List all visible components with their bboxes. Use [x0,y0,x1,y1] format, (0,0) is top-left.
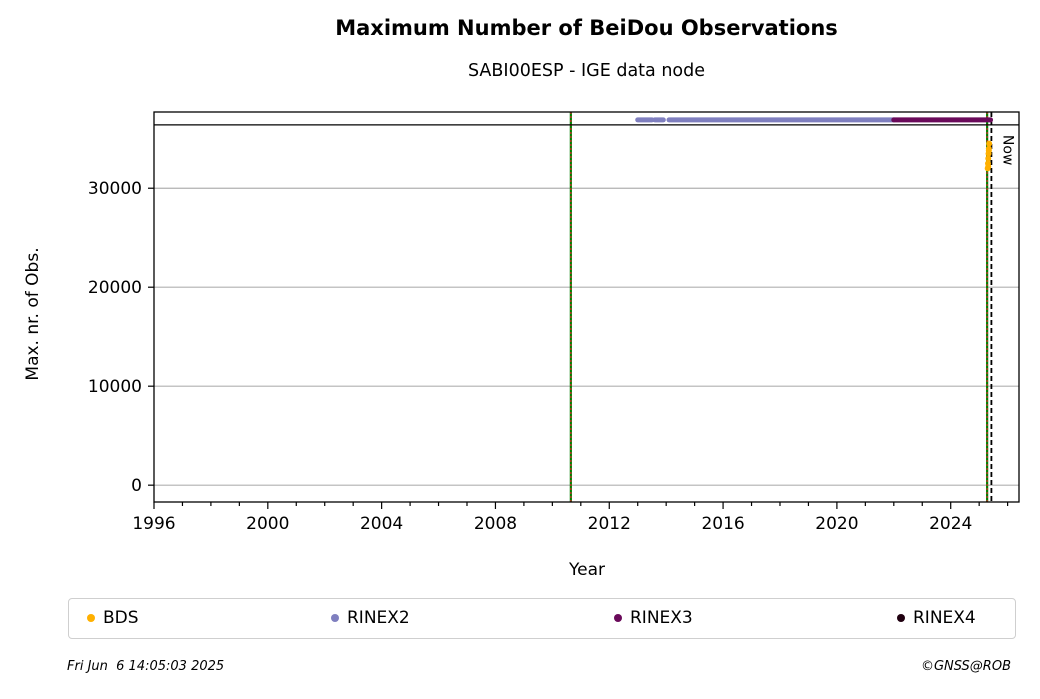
data-point-bds [985,155,992,162]
chart-subtitle: SABI00ESP - IGE data node [468,61,705,81]
x-tick-label: 2000 [246,514,289,534]
data-points [635,117,994,172]
legend-label: RINEX2 [347,608,410,628]
legend-item-bds: BDS [87,608,139,628]
y-axis-label: Max. nr. of Obs. [23,247,43,380]
x-axis-label: Year [568,560,605,580]
legend-marker-bds [87,614,95,622]
x-tick-label: 2020 [815,514,858,534]
legend-label: BDS [103,608,139,628]
tick-marks: 0 10000 20000 30000 1996 2000 2004 2008 2012 2016… [88,179,1009,534]
x-tick-label: 2004 [360,514,403,534]
y-tick-label: 0 [131,476,142,496]
axes [153,111,1020,503]
footer-timestamp: Fri Jun 6 14:05:03 2025 [67,659,225,674]
x-tick-label: 2008 [474,514,517,534]
vertical-markers: Now [569,112,1015,502]
x-tick-label: 2012 [588,514,631,534]
legend-label: RINEX4 [913,608,976,628]
data-point-bds [986,140,993,147]
legend-marker-rinex2 [331,614,339,622]
legend-label: RINEX3 [630,608,693,628]
x-tick-label: 2024 [929,514,972,534]
x-tick-label: 2016 [701,514,744,534]
y-tick-label: 10000 [88,377,142,397]
legend-marker-rinex4 [897,614,905,622]
legend-item-rinex2: RINEX2 [331,608,410,628]
x-tick-label: 1996 [132,514,175,534]
grid-lines [154,187,1019,486]
y-tick-label: 20000 [88,278,142,298]
data-point-bds [985,163,992,170]
footer-credit: ©GNSS@ROB [920,659,1011,674]
legend: BDS RINEX2 RINEX3 RINEX4 [68,598,1016,639]
axes-frame [153,111,1020,503]
legend-item-rinex3: RINEX3 [614,608,693,628]
data-point-bds [985,147,992,154]
legend-item-rinex4: RINEX4 [897,608,976,628]
chart-title: Maximum Number of BeiDou Observations [335,16,838,40]
now-label: Now [999,135,1015,166]
y-tick-label: 30000 [88,179,142,199]
legend-marker-rinex3 [614,614,622,622]
